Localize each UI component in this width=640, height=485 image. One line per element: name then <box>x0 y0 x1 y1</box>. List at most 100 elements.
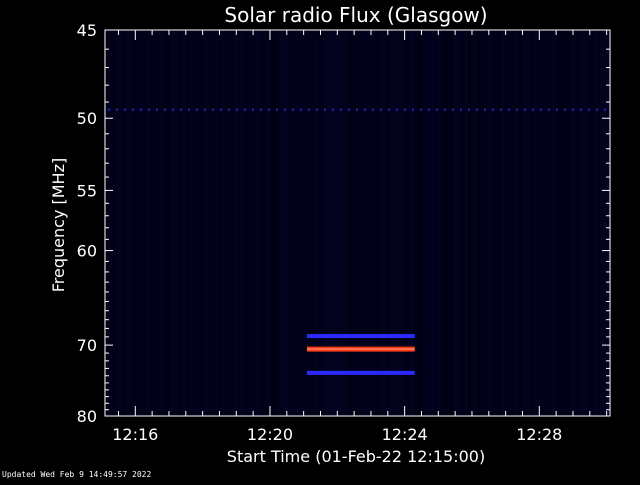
noise-column <box>507 30 510 416</box>
dashed-line-segment <box>524 108 526 112</box>
noise-column <box>234 30 237 416</box>
noise-column <box>183 30 186 416</box>
noise-column <box>237 30 240 416</box>
noise-column <box>435 30 438 416</box>
dashed-line-segment <box>148 108 150 112</box>
noise-column <box>534 30 537 416</box>
dashed-line-segment <box>580 108 582 112</box>
noise-column <box>579 30 582 416</box>
noise-column <box>393 30 396 416</box>
dashed-line-segment <box>340 108 342 112</box>
noise-column <box>276 30 279 416</box>
noise-column <box>570 30 573 416</box>
noise-column <box>387 30 390 416</box>
dashed-line-segment <box>596 108 598 112</box>
noise-column <box>585 30 588 416</box>
chart-title: Solar radio Flux (Glasgow) <box>224 3 487 27</box>
dashed-line-segment <box>444 108 446 112</box>
noise-column <box>441 30 444 416</box>
noise-column <box>129 30 132 416</box>
noise-column <box>450 30 453 416</box>
noise-column <box>261 30 264 416</box>
x-axis-label: Start Time (01-Feb-22 12:15:00) <box>227 447 485 466</box>
noise-column <box>525 30 528 416</box>
dashed-line-segment <box>276 108 278 112</box>
dashed-line-segment <box>452 108 454 112</box>
dashed-line-segment <box>300 108 302 112</box>
dashed-line-segment <box>372 108 374 112</box>
noise-column <box>438 30 441 416</box>
dashed-line-segment <box>116 108 118 112</box>
noise-column <box>156 30 159 416</box>
noise-column <box>219 30 222 416</box>
noise-column <box>468 30 471 416</box>
dashed-line-segment <box>204 108 206 112</box>
noise-column <box>114 30 117 416</box>
noise-column <box>354 30 357 416</box>
noise-column <box>243 30 246 416</box>
noise-column <box>204 30 207 416</box>
noise-column <box>144 30 147 416</box>
noise-column <box>291 30 294 416</box>
dashed-line-segment <box>564 108 566 112</box>
dashed-line-segment <box>260 108 262 112</box>
noise-column <box>195 30 198 416</box>
noise-column <box>567 30 570 416</box>
noise-column <box>201 30 204 416</box>
noise-column <box>363 30 366 416</box>
noise-column <box>300 30 303 416</box>
noise-column <box>390 30 393 416</box>
dashed-line-segment <box>140 108 142 112</box>
noise-column <box>258 30 261 416</box>
noise-column <box>225 30 228 416</box>
noise-column <box>285 30 288 416</box>
noise-column <box>108 30 111 416</box>
noise-column <box>321 30 324 416</box>
dashed-line-segment <box>428 108 430 112</box>
dashed-line-segment <box>156 108 158 112</box>
noise-column <box>519 30 522 416</box>
noise-column <box>339 30 342 416</box>
dashed-line-segment <box>364 108 366 112</box>
noise-column <box>132 30 135 416</box>
noise-column <box>267 30 270 416</box>
noise-column <box>294 30 297 416</box>
dashed-line-segment <box>380 108 382 112</box>
y-tick-label: 55 <box>77 181 97 200</box>
dashed-line-segment <box>164 108 166 112</box>
x-tick-label: 12:28 <box>516 425 562 444</box>
noise-column <box>408 30 411 416</box>
dashed-line-segment <box>180 108 182 112</box>
noise-column <box>564 30 567 416</box>
dashed-line-segment <box>324 108 326 112</box>
x-tick-label: 12:24 <box>382 425 428 444</box>
noise-column <box>396 30 399 416</box>
noise-column <box>453 30 456 416</box>
dashed-line-segment <box>588 108 590 112</box>
noise-column <box>141 30 144 416</box>
noise-column <box>324 30 327 416</box>
dashed-line-segment <box>308 108 310 112</box>
dashed-line-segment <box>412 108 414 112</box>
dashed-line-segment <box>188 108 190 112</box>
noise-column <box>420 30 423 416</box>
dashed-line-segment <box>220 108 222 112</box>
noise-column <box>510 30 513 416</box>
noise-column <box>318 30 321 416</box>
noise-column <box>516 30 519 416</box>
noise-column <box>606 30 609 416</box>
dashed-line-segment <box>196 108 198 112</box>
x-axis: 12:16 12:20 12:24 12:28 <box>112 30 608 444</box>
dashed-line-segment <box>332 108 334 112</box>
noise-column <box>558 30 561 416</box>
noise-column <box>150 30 153 416</box>
noise-column <box>171 30 174 416</box>
noise-column <box>576 30 579 416</box>
noise-column <box>528 30 531 416</box>
noise-column <box>465 30 468 416</box>
noise-column <box>177 30 180 416</box>
noise-column <box>240 30 243 416</box>
noise-column <box>402 30 405 416</box>
dashed-line-segment <box>132 108 134 112</box>
